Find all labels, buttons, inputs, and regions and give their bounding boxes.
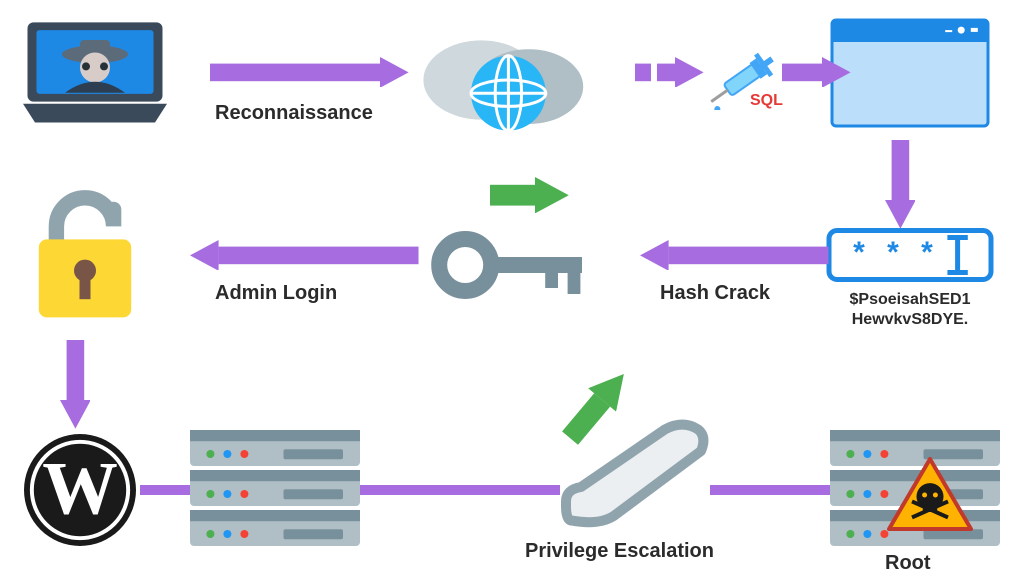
hacker-laptop-icon [20, 18, 170, 128]
hash-text: $PsoeisahSED1 HewvkvS8DYE. [830, 290, 990, 330]
recon-label: Reconnaissance [215, 102, 373, 125]
admin_login-label: Admin Login [215, 282, 337, 305]
svg-text:*: * [921, 236, 933, 269]
browser-window-icon [830, 18, 990, 128]
svg-text:*: * [853, 236, 865, 269]
server-rack-icon [190, 430, 360, 550]
wordpress-icon: W [20, 430, 140, 550]
priv_esc-label: Privilege Escalation [525, 540, 714, 563]
root-label: Root [885, 552, 931, 575]
cloud-globe-icon [420, 25, 590, 135]
svg-text:W: W [42, 448, 118, 531]
open-lock-icon [30, 190, 140, 320]
sql-label: SQL [750, 92, 783, 110]
key-icon [430, 210, 590, 310]
hash_crack-label: Hash Crack [660, 282, 770, 305]
password-field-icon: * * * [825, 220, 995, 290]
skull-warning-icon [885, 455, 975, 535]
svg-text:*: * [887, 236, 899, 269]
